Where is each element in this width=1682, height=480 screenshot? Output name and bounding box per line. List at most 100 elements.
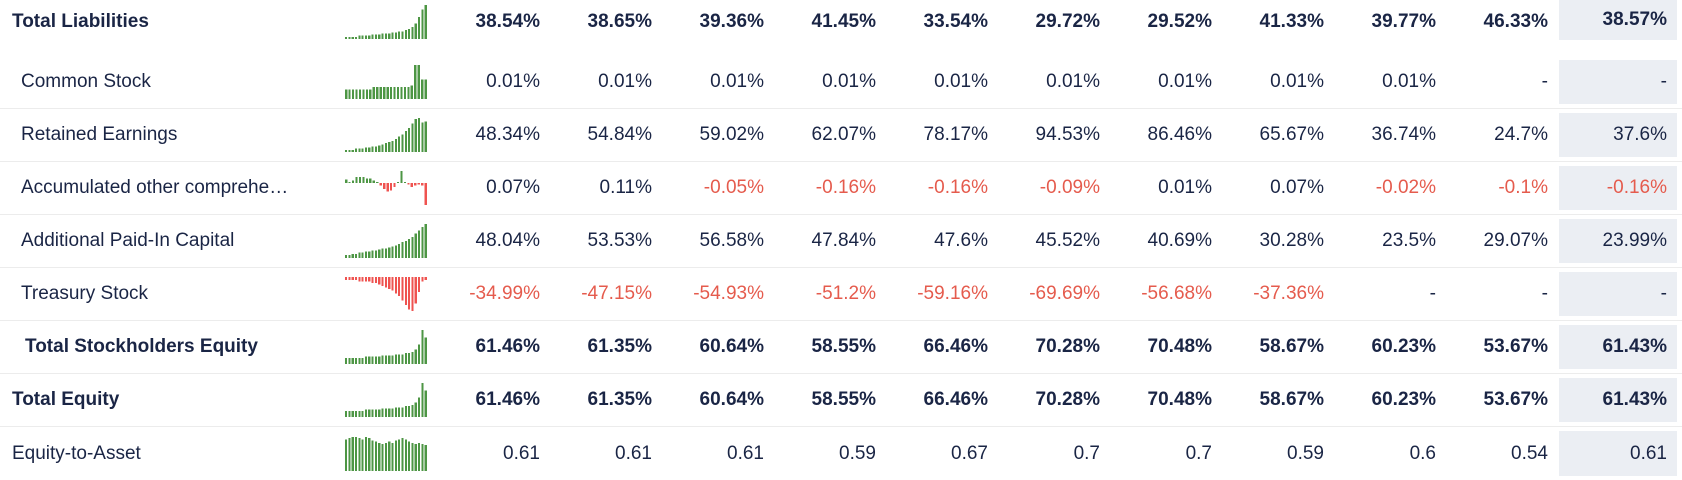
value-cell: 0.01% (1158, 71, 1212, 92)
sparkline-chart[interactable] (332, 5, 428, 39)
value-cell: 70.28% (1035, 389, 1100, 410)
table-row: Treasury Stock -34.99% -47.15% -54.93% -51.2… (0, 268, 1682, 321)
value-cell: -59.16% (917, 283, 988, 304)
value-cell-highlighted: - (1548, 268, 1682, 320)
value-cell: 66.46% (923, 389, 988, 410)
row-label[interactable]: Total Liabilities (12, 11, 149, 32)
value-cell: 47.84% (811, 230, 876, 251)
value-cell: 78.17% (923, 124, 988, 145)
sparkline-chart[interactable] (332, 171, 428, 205)
sparkline-chart[interactable] (332, 118, 428, 152)
value-cell-highlighted: 0.61 (1548, 427, 1682, 480)
sparkline-chart[interactable] (332, 330, 428, 364)
value-cell: 38.54% (475, 11, 540, 32)
value-cell-highlighted: 37.6% (1548, 109, 1682, 161)
sparkline-svg (345, 118, 427, 152)
value-cell: 38.65% (587, 11, 652, 32)
value-cell: -0.16% (815, 177, 876, 198)
value-cell: 60.23% (1371, 336, 1436, 357)
value-cell: 61.46% (475, 336, 540, 357)
highlighted-value: -0.16% (1559, 166, 1677, 210)
value-cell: 70.28% (1035, 336, 1100, 357)
value-cell: 0.7 (1073, 442, 1100, 464)
highlighted-value: 61.43% (1559, 325, 1677, 369)
value-cell-highlighted: 61.43% (1548, 374, 1682, 426)
value-cell: 41.33% (1259, 11, 1324, 32)
value-cell: 61.46% (475, 389, 540, 410)
sparkline-svg (345, 5, 427, 39)
row-label[interactable]: Common Stock (21, 71, 151, 92)
value-cell: 94.53% (1035, 124, 1100, 145)
value-cell: 56.58% (699, 230, 764, 251)
value-cell: 36.74% (1371, 124, 1436, 145)
value-cell: 59.02% (699, 124, 764, 145)
value-cell: 70.48% (1147, 336, 1212, 357)
value-cell: 0.01% (710, 71, 764, 92)
value-cell: -54.93% (693, 283, 764, 304)
value-cell: 23.5% (1382, 230, 1436, 251)
value-cell: 47.6% (934, 230, 988, 251)
value-cell: -69.69% (1029, 283, 1100, 304)
row-label[interactable]: Treasury Stock (21, 283, 149, 304)
row-label[interactable]: Additional Paid-In Capital (21, 230, 235, 251)
value-cell: -0.05% (703, 177, 764, 198)
table-row: Equity-to-Asset 0.61 0.61 0.61 0.59 0.67 0.7 0.… (0, 427, 1682, 480)
value-cell: 53.53% (587, 230, 652, 251)
value-cell: 60.64% (699, 336, 764, 357)
value-cell: 45.52% (1035, 230, 1100, 251)
value-cell: 39.36% (699, 11, 764, 32)
value-cell: 0.61 (503, 442, 540, 464)
value-cell-highlighted: 61.43% (1548, 321, 1682, 373)
sparkline-chart[interactable] (332, 383, 428, 417)
value-cell: -0.02% (1375, 177, 1436, 198)
value-cell: 46.33% (1483, 11, 1548, 32)
value-cell: -34.99% (469, 283, 540, 304)
sparkline-svg (345, 65, 427, 99)
row-label[interactable]: Retained Earnings (21, 124, 178, 145)
value-cell: -0.09% (1039, 177, 1100, 198)
value-cell: 0.01% (1382, 71, 1436, 92)
value-cell: 0.67 (951, 442, 988, 464)
row-label[interactable]: Accumulated other comprehe… (21, 177, 289, 198)
value-cell: 60.64% (699, 389, 764, 410)
sparkline-chart[interactable] (332, 436, 428, 471)
value-cell: 62.07% (811, 124, 876, 145)
value-cell-highlighted: 23.99% (1548, 215, 1682, 267)
value-cell: 48.34% (475, 124, 540, 145)
sparkline-chart[interactable] (332, 277, 428, 311)
value-cell: 54.84% (587, 124, 652, 145)
row-label[interactable]: Equity-to-Asset (12, 442, 141, 464)
value-cell: 58.67% (1259, 336, 1324, 357)
row-label[interactable]: Total Stockholders Equity (25, 336, 258, 357)
value-cell: 48.04% (475, 230, 540, 251)
value-cell: - (1541, 283, 1548, 304)
highlighted-value: 23.99% (1559, 219, 1677, 263)
value-cell: 0.59 (839, 442, 876, 464)
value-cell: 0.01% (1046, 71, 1100, 92)
value-cell: 0.7 (1185, 442, 1212, 464)
value-cell: 0.6 (1409, 442, 1436, 464)
highlighted-value: 37.6% (1559, 113, 1677, 157)
highlighted-value: 0.61 (1559, 431, 1677, 476)
value-cell: 0.61 (727, 442, 764, 464)
value-cell: 61.35% (587, 389, 652, 410)
sparkline-svg (345, 171, 427, 205)
value-cell: 70.48% (1147, 389, 1212, 410)
value-cell: 0.01% (1270, 71, 1324, 92)
value-cell: 0.01% (822, 71, 876, 92)
value-cell: - (1429, 283, 1436, 304)
value-cell: 65.67% (1259, 124, 1324, 145)
value-cell: 0.01% (486, 71, 540, 92)
value-cell: 24.7% (1494, 124, 1548, 145)
sparkline-chart[interactable] (332, 65, 428, 99)
value-cell: -0.1% (1498, 177, 1548, 198)
row-label[interactable]: Total Equity (12, 389, 120, 410)
sparkline-svg (345, 330, 427, 364)
sparkline-chart[interactable] (332, 224, 428, 258)
value-cell-highlighted: 38.57% (1548, 0, 1682, 44)
highlighted-value: - (1559, 60, 1677, 104)
sparkline-svg (345, 224, 427, 258)
value-cell: 29.52% (1147, 11, 1212, 32)
value-cell: 0.01% (1158, 177, 1212, 198)
